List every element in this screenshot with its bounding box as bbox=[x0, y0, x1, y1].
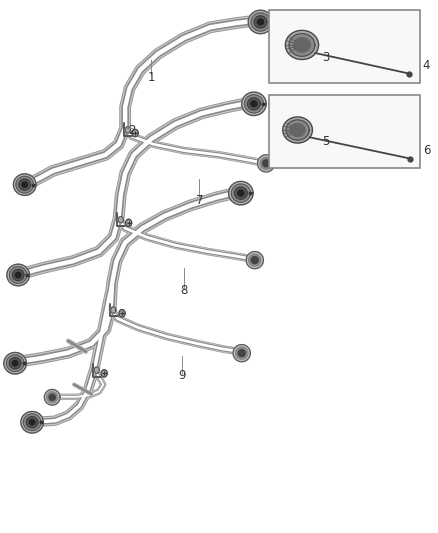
Text: 3: 3 bbox=[322, 51, 330, 63]
Polygon shape bbox=[21, 411, 43, 433]
Polygon shape bbox=[234, 187, 247, 199]
Polygon shape bbox=[14, 174, 36, 196]
Text: 9: 9 bbox=[178, 369, 186, 382]
Polygon shape bbox=[26, 417, 38, 428]
Polygon shape bbox=[94, 367, 99, 373]
Polygon shape bbox=[7, 264, 29, 286]
Polygon shape bbox=[49, 394, 55, 400]
Polygon shape bbox=[4, 352, 26, 374]
Polygon shape bbox=[249, 254, 261, 266]
Polygon shape bbox=[286, 30, 318, 60]
Polygon shape bbox=[251, 101, 257, 107]
Polygon shape bbox=[126, 219, 132, 227]
Polygon shape bbox=[231, 184, 251, 202]
Polygon shape bbox=[244, 95, 264, 113]
Polygon shape bbox=[236, 347, 248, 359]
Polygon shape bbox=[248, 10, 273, 34]
Polygon shape bbox=[263, 160, 270, 167]
Bar bbox=[269, 95, 420, 168]
Polygon shape bbox=[293, 38, 310, 52]
Text: 6: 6 bbox=[423, 144, 430, 157]
Polygon shape bbox=[286, 120, 309, 140]
Polygon shape bbox=[9, 358, 21, 369]
Polygon shape bbox=[246, 252, 263, 269]
Polygon shape bbox=[233, 344, 251, 362]
Text: 1: 1 bbox=[148, 71, 155, 84]
Polygon shape bbox=[283, 117, 312, 143]
Polygon shape bbox=[251, 257, 258, 263]
Polygon shape bbox=[118, 216, 124, 223]
Polygon shape bbox=[242, 92, 266, 116]
Polygon shape bbox=[29, 419, 35, 425]
Bar bbox=[269, 10, 420, 83]
Text: 2: 2 bbox=[128, 124, 135, 138]
Polygon shape bbox=[254, 16, 267, 28]
Polygon shape bbox=[101, 370, 107, 377]
Polygon shape bbox=[290, 124, 305, 136]
Polygon shape bbox=[12, 360, 18, 366]
Polygon shape bbox=[258, 155, 275, 172]
Polygon shape bbox=[9, 266, 27, 284]
Polygon shape bbox=[247, 98, 260, 110]
Polygon shape bbox=[12, 269, 24, 280]
Polygon shape bbox=[16, 176, 33, 193]
Polygon shape bbox=[229, 181, 253, 205]
Polygon shape bbox=[44, 390, 60, 405]
Polygon shape bbox=[258, 19, 264, 25]
Polygon shape bbox=[289, 34, 315, 56]
Polygon shape bbox=[19, 179, 31, 190]
Polygon shape bbox=[132, 130, 138, 137]
Polygon shape bbox=[251, 13, 270, 31]
Polygon shape bbox=[238, 350, 245, 357]
Polygon shape bbox=[111, 307, 116, 313]
Text: 4: 4 bbox=[423, 59, 430, 72]
Polygon shape bbox=[47, 392, 58, 403]
Polygon shape bbox=[22, 182, 28, 187]
Polygon shape bbox=[119, 310, 125, 317]
Polygon shape bbox=[23, 414, 41, 431]
Text: 8: 8 bbox=[180, 284, 188, 297]
Polygon shape bbox=[6, 355, 24, 372]
Polygon shape bbox=[238, 190, 244, 196]
Polygon shape bbox=[260, 157, 272, 169]
Polygon shape bbox=[125, 127, 131, 133]
Polygon shape bbox=[15, 272, 21, 278]
Text: 7: 7 bbox=[196, 193, 203, 207]
Text: 5: 5 bbox=[322, 135, 330, 148]
